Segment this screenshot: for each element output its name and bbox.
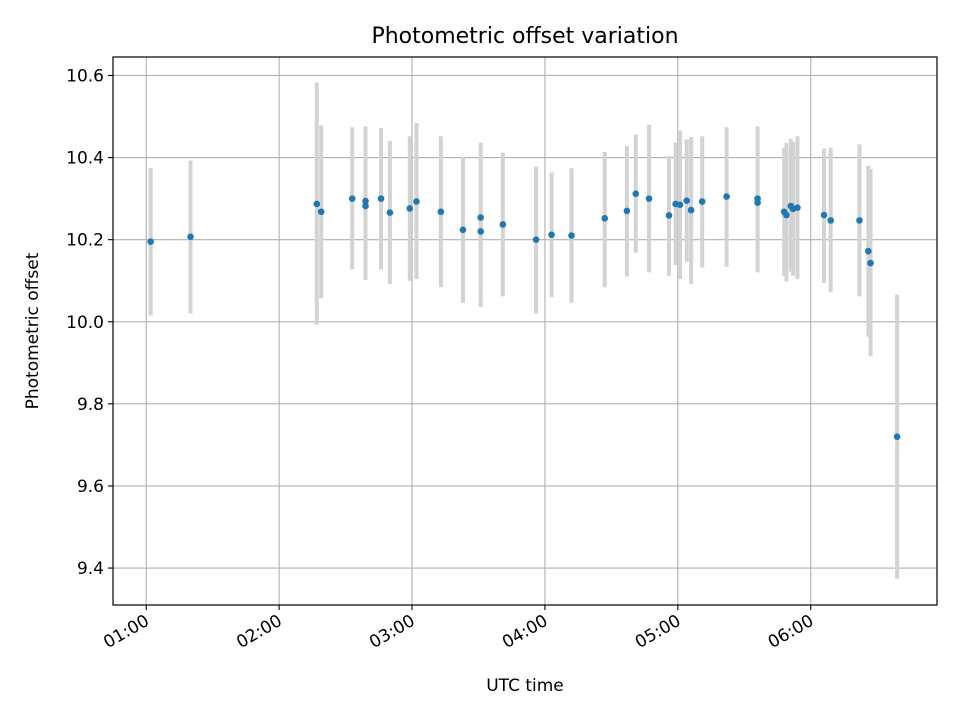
data-point: [568, 232, 575, 239]
data-point: [623, 207, 631, 215]
data-point: [632, 190, 640, 197]
x-tick-label: 01:00: [100, 611, 152, 653]
data-point: [348, 195, 356, 202]
y-axis-label: Photometric offset: [23, 252, 43, 409]
data-point: [548, 231, 555, 239]
data-point: [187, 233, 194, 241]
x-tick-label: 04:00: [499, 611, 551, 653]
data-point: [687, 206, 695, 214]
data-point: [532, 236, 540, 243]
data-point: [362, 197, 369, 205]
grid: [113, 57, 937, 605]
data-point: [783, 211, 790, 219]
data-point: [377, 195, 385, 202]
y-tick-label: 10.0: [66, 313, 104, 333]
data-point: [794, 204, 801, 211]
data-point: [477, 228, 484, 235]
y-tick-label: 9.4: [77, 559, 104, 579]
x-tick-label: 03:00: [366, 611, 418, 653]
x-axis-label: UTC time: [486, 676, 564, 696]
data-point: [147, 238, 154, 246]
data-point: [893, 433, 901, 441]
x-axis: 01:00 02:00 03:00 04:00 05:00 06:00: [100, 605, 817, 653]
y-tick-label: 9.8: [77, 395, 104, 415]
data-point: [437, 208, 445, 216]
data-point: [477, 214, 484, 221]
data-point: [459, 226, 467, 234]
data-points: [147, 190, 901, 441]
y-tick-label: 10.6: [66, 66, 104, 86]
data-point: [645, 195, 653, 202]
data-point: [827, 217, 834, 224]
data-point: [856, 217, 863, 224]
plot-frame: [112, 56, 938, 606]
y-tick-label: 10.4: [66, 149, 104, 169]
x-tick-label: 05:00: [632, 611, 684, 653]
data-point: [683, 197, 690, 204]
data-point: [413, 198, 420, 205]
data-point: [386, 209, 394, 216]
data-point: [867, 259, 874, 267]
data-point: [676, 201, 684, 209]
chart-title: Photometric offset variation: [371, 24, 678, 49]
data-point: [601, 215, 609, 222]
y-axis: 9.4 9.6 9.8 10.0 10.2 10.4 10.6: [66, 66, 113, 579]
data-point: [313, 200, 321, 208]
y-tick-label: 9.6: [77, 477, 104, 497]
data-point: [754, 199, 761, 207]
data-point: [820, 211, 828, 219]
data-point: [698, 198, 706, 205]
data-point: [665, 212, 673, 219]
x-tick-label: 02:00: [233, 611, 285, 653]
data-point: [362, 202, 369, 210]
y-tick-label: 10.2: [66, 231, 104, 251]
data-point: [499, 221, 507, 228]
error-bars: [148, 82, 900, 579]
data-point: [317, 208, 325, 216]
x-tick-label: 06:00: [765, 611, 817, 653]
data-point: [865, 247, 872, 255]
data-point: [723, 193, 730, 200]
data-point: [406, 205, 414, 212]
